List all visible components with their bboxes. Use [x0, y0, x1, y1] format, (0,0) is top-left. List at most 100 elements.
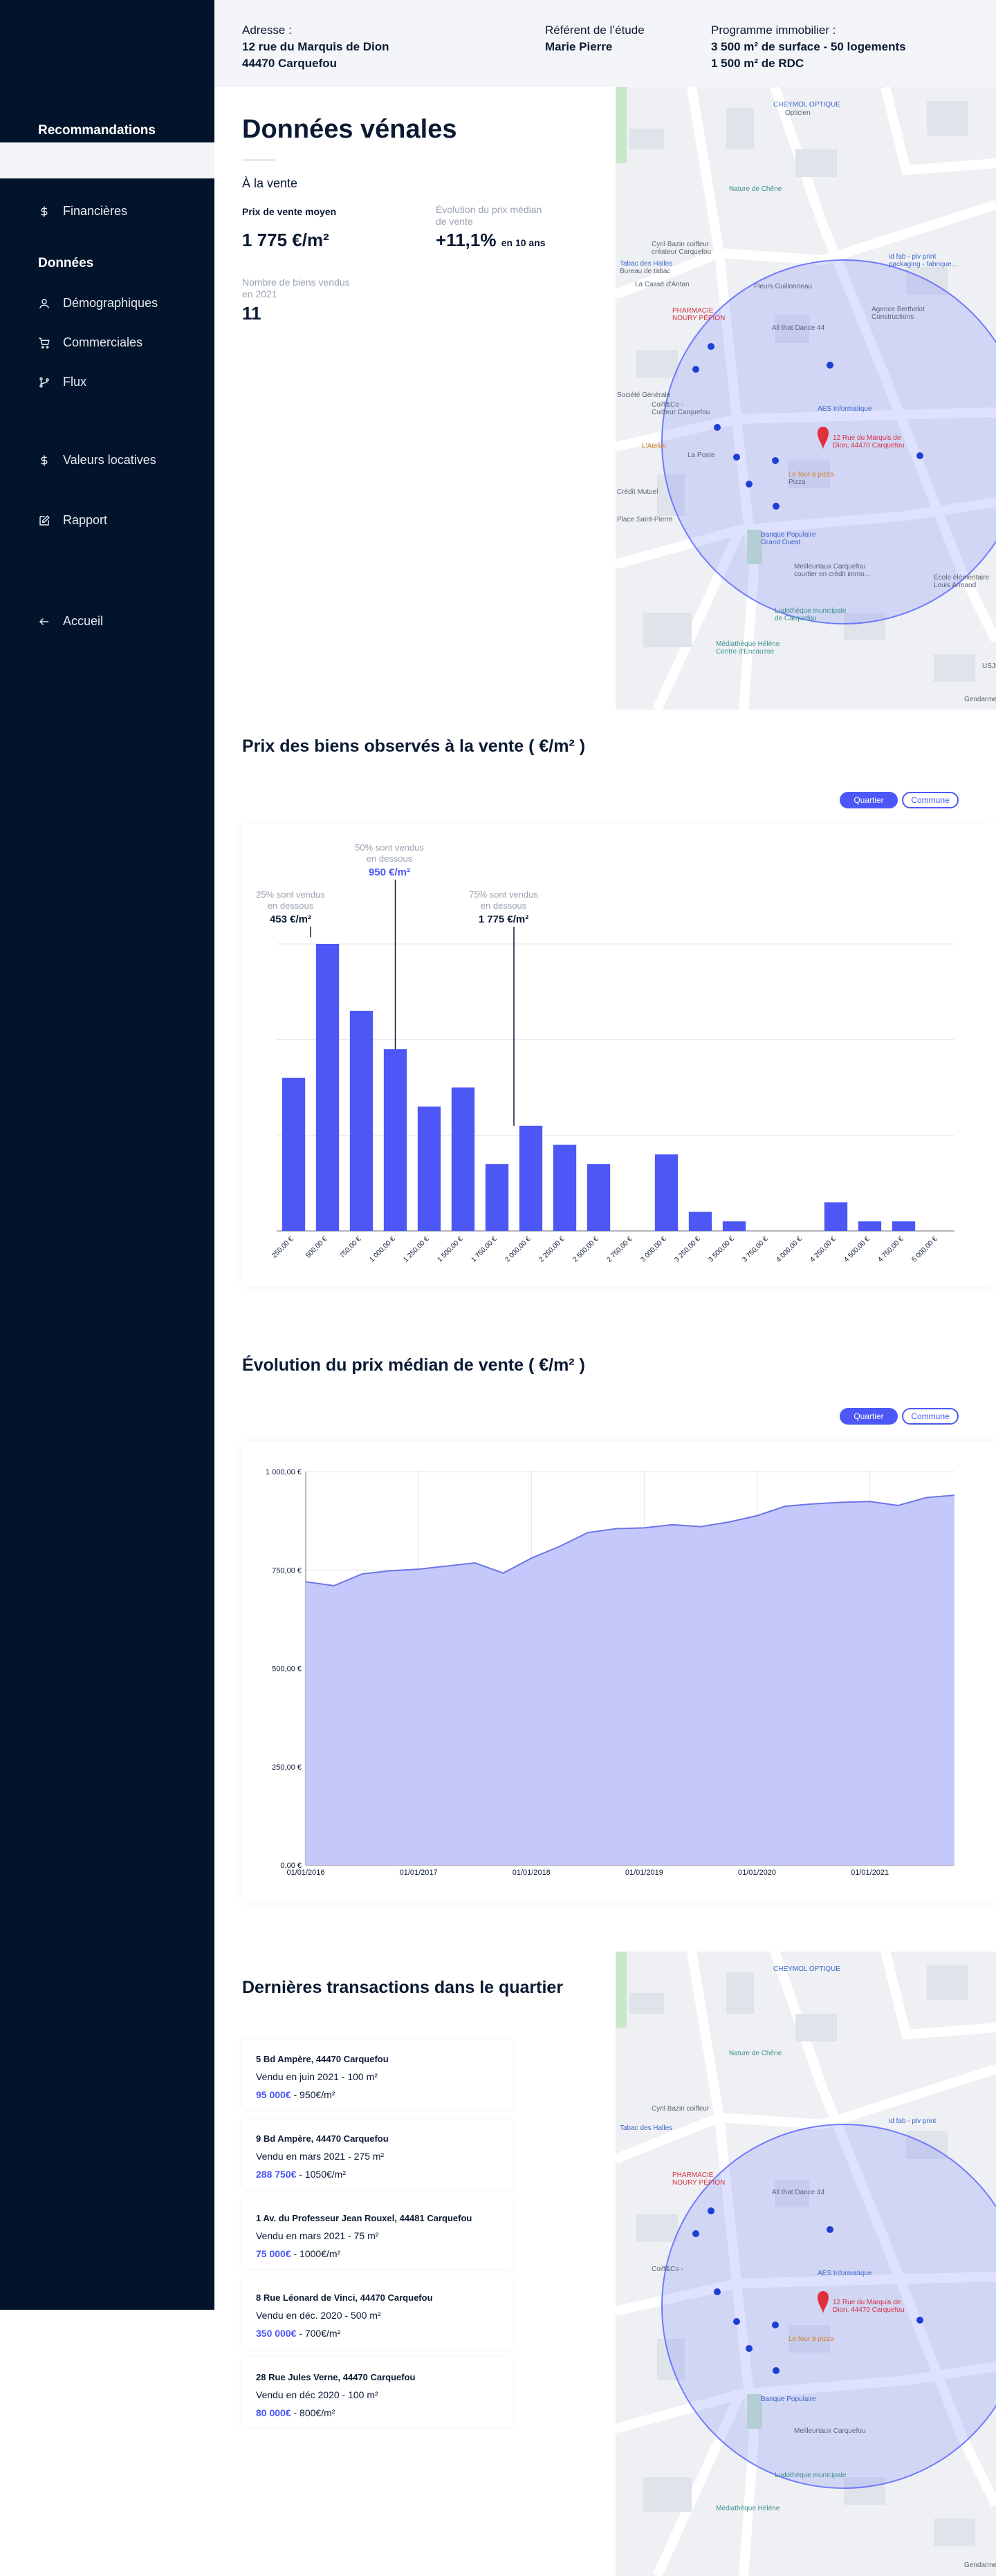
- header-programme: Programme immobilier : 3 500 m² de surfa…: [711, 22, 906, 72]
- map-label: Meilleurtaux Carquefou: [794, 563, 866, 571]
- transaction-card[interactable]: 8 Rue Léonard de Vinci, 44470 Carquefou V…: [242, 2279, 512, 2348]
- transaction-card[interactable]: 28 Rue Jules Verne, 44470 Carquefou Vendu…: [242, 2358, 512, 2427]
- map-label: Coiff&Co -: [652, 401, 683, 409]
- map-label: Médiathèque Hélène: [716, 2505, 780, 2512]
- nb-biens-value: 11: [242, 303, 261, 324]
- map-label: École élémentaire: [934, 574, 990, 582]
- map-label: Constructions: [872, 313, 914, 321]
- programme-line2: 1 500 m² de RDC: [711, 57, 804, 70]
- map-label: Pizza: [788, 479, 806, 486]
- map-label: de Carquefou: [775, 615, 817, 622]
- bar-3: [383, 1049, 407, 1231]
- sidebar-item-recommandations[interactable]: Recommandations: [38, 123, 156, 138]
- evolution-percent: +11,1%: [436, 230, 497, 250]
- evolution-label-line2: de vente: [436, 216, 473, 227]
- map-label: Coiffeur Carquefou: [652, 409, 710, 416]
- transaction-sold: Vendu en mars 2021 - 75 m²: [256, 2230, 379, 2241]
- x-tick-label: 4 500,00 €: [842, 1235, 872, 1264]
- evolution-label: Évolution du prix médian de vente: [436, 204, 542, 228]
- sidebar-item-accueil[interactable]: Accueil: [38, 614, 103, 629]
- cart-icon: [38, 337, 50, 349]
- transaction-sold: Vendu en déc 2020 - 100 m²: [256, 2389, 378, 2400]
- transaction-card[interactable]: 1 Av. du Professeur Jean Rouxel, 44481 C…: [242, 2199, 512, 2268]
- toggle-quartier[interactable]: Quartier: [840, 792, 898, 808]
- map-label: Nature de Chêne: [729, 2050, 782, 2057]
- evolution-suffix: en 10 ans: [501, 237, 546, 248]
- sidebar-item-demographiques[interactable]: Démographiques: [38, 296, 158, 311]
- map-label: 12 Rue du Marquis de: [833, 2299, 901, 2306]
- map-bottom[interactable]: CHEYMOL OPTIQUE Nature de Chêne Cyril Ba…: [616, 1952, 996, 2576]
- programme-label: Programme immobilier :: [711, 24, 836, 37]
- transaction-card[interactable]: 9 Bd Ampère, 44470 Carquefou Vendu en mar…: [242, 2120, 512, 2189]
- y-tick-label: 1 000,00 €: [266, 1468, 302, 1476]
- transaction-per-m2: - 700€/m²: [296, 2328, 341, 2339]
- q25-text-2: en dessous: [268, 900, 314, 911]
- bar-18: [892, 1221, 916, 1231]
- sidebar-item-label: Financières: [63, 204, 128, 218]
- bar-12: [688, 1212, 712, 1231]
- adresse-label: Adresse :: [242, 24, 292, 37]
- sidebar-item-label: Démographiques: [63, 296, 158, 310]
- transaction-per-m2: - 1050€/m²: [296, 2169, 346, 2180]
- bar-2: [349, 1010, 374, 1231]
- nb-biens-label-line1: Nombre de biens vendus: [242, 277, 350, 288]
- bar-8: [553, 1145, 577, 1231]
- map-label: La Poste: [688, 452, 715, 459]
- toggle-commune[interactable]: Commune: [902, 792, 959, 808]
- x-tick-label: 750,00 €: [338, 1235, 363, 1260]
- sidebar-item-rapport[interactable]: Rapport: [38, 513, 107, 528]
- x-tick-label: 1 250,00 €: [402, 1235, 431, 1264]
- x-tick-label: 500,00 €: [304, 1235, 329, 1260]
- bar-17: [858, 1221, 882, 1231]
- map-buildings: [629, 101, 975, 682]
- map-label: CHEYMOL OPTIQUE: [773, 101, 840, 109]
- toggle-quartier-evolution[interactable]: Quartier: [840, 1408, 898, 1425]
- x-tick-label: 250,00 €: [270, 1235, 295, 1260]
- evolution-chart: 0,00 € 250,00 € 500,00 € 750,00 € 1 000,00 €…: [266, 1468, 955, 1877]
- x-tick-label: 01/01/2021: [851, 1869, 889, 1877]
- histogram-title: Prix des biens observés à la vente ( €/m…: [242, 736, 586, 756]
- toggle-commune-evolution[interactable]: Commune: [902, 1408, 959, 1425]
- map-label: Cyril Bazin coiffeur: [652, 2105, 710, 2113]
- sidebar: Recommandations Financières Données Démo…: [0, 0, 214, 2310]
- evolution-label-line1: Évolution du prix médian: [436, 204, 542, 215]
- map-label: Coiff&Co -: [652, 2265, 683, 2273]
- map-label: NOURY PÉPION: [672, 315, 726, 322]
- y-tick-label: 500,00 €: [272, 1665, 302, 1674]
- transaction-card[interactable]: 5 Bd Ampère, 44470 Carquefou Vendu en jui…: [242, 2040, 512, 2109]
- dollar-icon: [38, 454, 50, 467]
- sidebar-item-commerciales[interactable]: Commerciales: [38, 335, 142, 350]
- map-label: Tabac des Halles: [620, 260, 673, 268]
- transaction-per-m2: - 950€/m²: [290, 2089, 335, 2100]
- histogram-chart: 250,00 € 500,00 € 750,00 €1 000,00 €1 250,…: [256, 842, 954, 1264]
- evolution-title: Évolution du prix médian de vente ( €/m²…: [242, 1355, 585, 1375]
- header: Adresse : 12 rue du Marquis de Dion 4447…: [214, 0, 996, 87]
- sidebar-item-financieres[interactable]: Financières: [38, 204, 127, 219]
- sidebar-item-label: Rapport: [63, 513, 108, 527]
- programme-line1: 3 500 m² de surface - 50 logements: [711, 40, 906, 53]
- map-label: créateur Carquefou: [652, 248, 712, 256]
- git-branch-icon: [38, 376, 50, 389]
- sale-subhead: À la vente: [242, 176, 298, 190]
- map-label: All that Dance 44: [772, 324, 825, 332]
- transaction-sold: Vendu en déc. 2020 - 500 m²: [256, 2310, 381, 2321]
- map-label: La Cassé d'Antan: [635, 281, 690, 288]
- map-top[interactable]: CHEYMOL OPTIQUE Opticien Nature de Chêne…: [616, 87, 996, 710]
- map-label: Agence Berthelot: [872, 306, 925, 313]
- map-label: Cyril Bazin coiffeur: [652, 241, 710, 248]
- map-label: CHEYMOL OPTIQUE: [773, 1965, 840, 1973]
- referent-label: Référent de l’étude: [545, 24, 645, 37]
- map-label: Dion, 44470 Carquefou: [833, 442, 905, 450]
- sidebar-item-flux[interactable]: Flux: [38, 375, 86, 389]
- transaction-amount: 80 000€: [256, 2407, 291, 2418]
- sidebar-item-label: Flux: [63, 375, 87, 389]
- map-label: Place Saint-Pierre: [617, 516, 673, 523]
- map-label: packaging - fabrique...: [889, 261, 957, 268]
- sidebar-item-valeurs-locatives[interactable]: Valeurs locatives: [38, 453, 156, 467]
- bar-4: [417, 1106, 441, 1231]
- q50-value: 950 €/m²: [369, 867, 410, 878]
- bar-6: [485, 1164, 509, 1231]
- prix-moyen-value: 1 775 €/m²: [242, 230, 329, 250]
- referent-value: Marie Pierre: [545, 40, 613, 53]
- transaction-address: 5 Bd Ampère, 44470 Carquefou: [256, 2054, 389, 2064]
